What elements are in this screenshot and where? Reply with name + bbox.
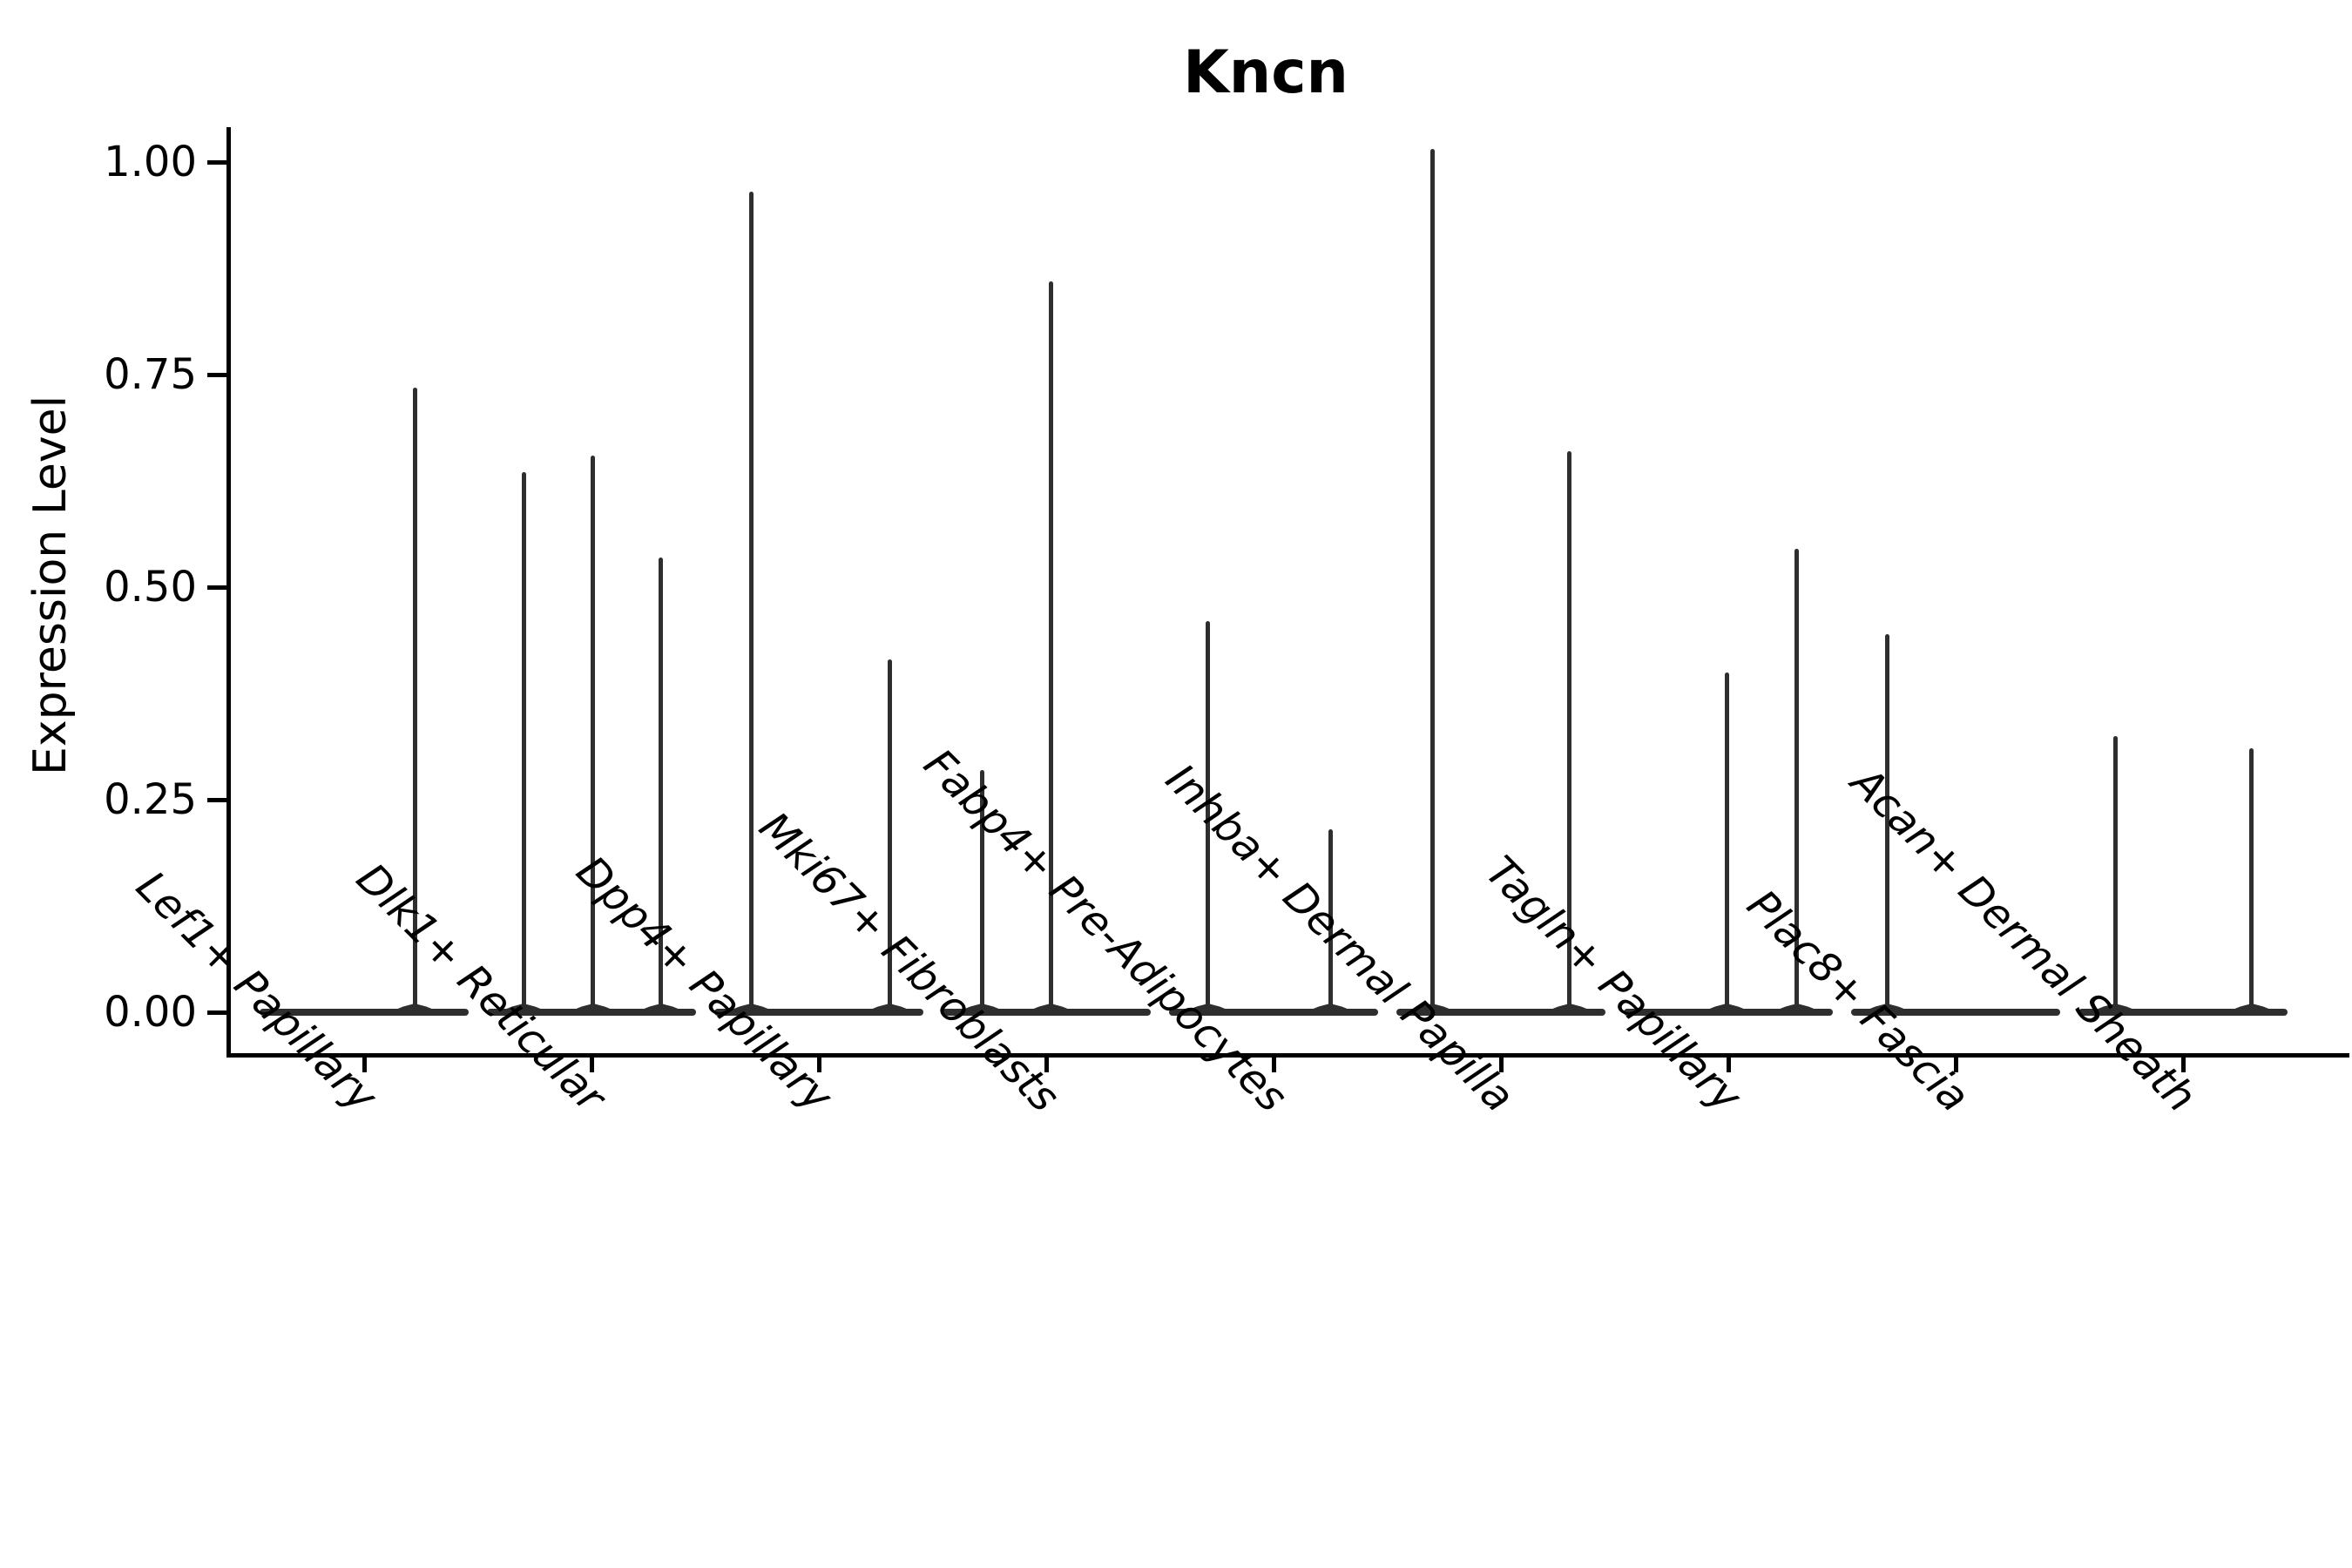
violin-spike bbox=[591, 455, 596, 1012]
violin-spike bbox=[1328, 829, 1333, 1012]
violin-baseline bbox=[2078, 1009, 2288, 1016]
violin-spike bbox=[2249, 748, 2254, 1012]
x-tick-mark bbox=[1044, 1057, 1049, 1072]
violin-spike bbox=[1884, 633, 1889, 1012]
y-tick-mark bbox=[207, 372, 226, 377]
violin-baseline bbox=[714, 1009, 923, 1016]
violin-baseline bbox=[942, 1009, 1151, 1016]
x-tick-mark bbox=[1953, 1057, 1958, 1072]
y-tick-label: 0.75 bbox=[104, 350, 197, 399]
y-tick-mark bbox=[207, 1010, 226, 1015]
x-tick-label: Fabp4+ Pre-Adipocytes bbox=[914, 740, 1296, 1122]
violin-spike bbox=[2112, 735, 2118, 1012]
violin-spike bbox=[748, 192, 754, 1012]
violin-baseline bbox=[487, 1009, 696, 1016]
violin-spike bbox=[659, 557, 664, 1012]
y-tick-label: 1.00 bbox=[104, 138, 197, 186]
violin-baseline bbox=[260, 1009, 469, 1016]
violin-baseline bbox=[1624, 1009, 1833, 1016]
x-tick-label: Tagln+ Papillary bbox=[1476, 847, 1751, 1122]
violin-spike bbox=[979, 769, 984, 1012]
x-tick-mark bbox=[1498, 1057, 1504, 1072]
violin-baseline bbox=[1396, 1009, 1605, 1016]
violin-spike bbox=[1206, 621, 1211, 1012]
violin-spike bbox=[412, 387, 417, 1012]
x-axis-spine bbox=[226, 1053, 2349, 1058]
y-tick-label: 0.50 bbox=[104, 563, 197, 612]
x-tick-label: Plac8+ Fascia bbox=[1737, 880, 1978, 1122]
violin-spike bbox=[887, 659, 892, 1012]
violin-spike bbox=[1429, 149, 1435, 1012]
y-tick-label: 0.25 bbox=[104, 775, 197, 824]
y-tick-mark bbox=[207, 585, 226, 590]
y-axis-spine bbox=[226, 127, 231, 1058]
x-tick-mark bbox=[1726, 1057, 1731, 1072]
x-tick-mark bbox=[2180, 1057, 2186, 1072]
y-tick-mark bbox=[207, 797, 226, 802]
violin-spike bbox=[521, 472, 526, 1012]
x-tick-mark bbox=[362, 1057, 367, 1072]
y-axis-label: Expression Level bbox=[24, 395, 77, 776]
x-tick-label: Dlk1+ Reticular bbox=[346, 854, 614, 1122]
violin-spike bbox=[1724, 672, 1729, 1012]
violin-spike bbox=[1794, 549, 1800, 1012]
x-tick-mark bbox=[1271, 1057, 1276, 1072]
x-tick-mark bbox=[816, 1057, 821, 1072]
y-tick-mark bbox=[207, 159, 226, 165]
violin-baseline bbox=[1851, 1009, 2060, 1016]
violin-spike bbox=[1048, 280, 1053, 1012]
x-tick-mark bbox=[589, 1057, 594, 1072]
violin-baseline bbox=[1169, 1009, 1378, 1016]
chart-title: Kncn bbox=[1183, 38, 1348, 107]
violin-spike bbox=[1567, 450, 1572, 1012]
y-tick-label: 0.00 bbox=[104, 988, 197, 1037]
